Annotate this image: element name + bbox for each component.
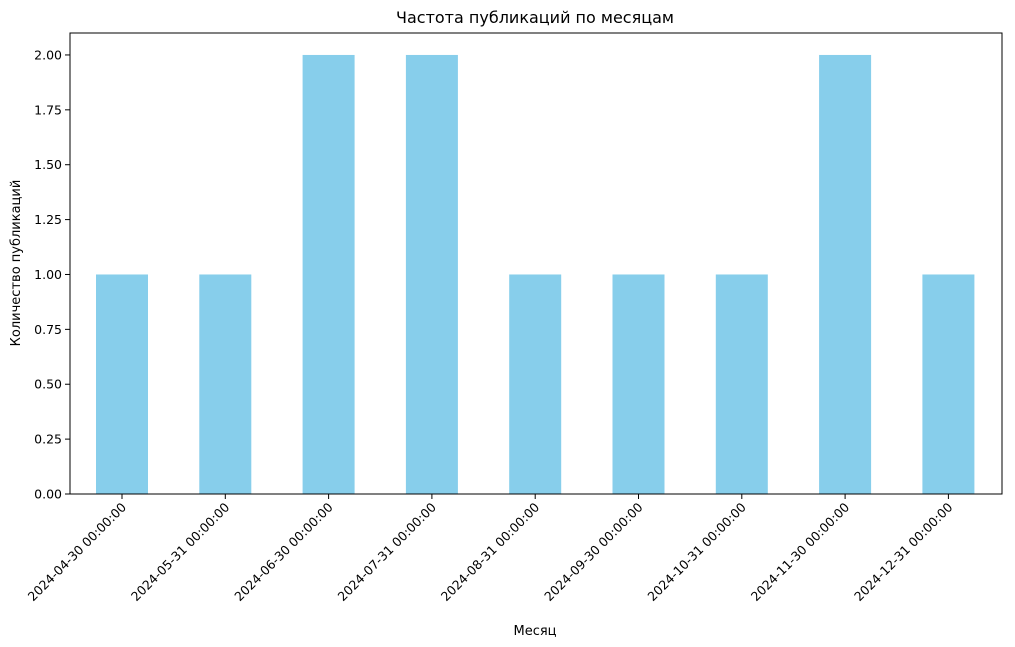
chart-title: Частота публикаций по месяцам <box>396 8 674 27</box>
y-axis-label: Количество публикаций <box>9 180 24 347</box>
x-tick-label: 2024-11-30 00:00:00 <box>748 499 853 604</box>
bar <box>509 274 562 494</box>
x-tick-label: 2024-07-31 00:00:00 <box>335 499 440 604</box>
bar <box>612 274 665 494</box>
bars-group <box>96 54 975 494</box>
y-tick-label: 0.00 <box>34 487 62 502</box>
y-axis: 0.00 0.25 0.50 0.75 1.00 1.25 1.50 1.75 2.00 <box>34 47 70 502</box>
y-tick-label: 1.75 <box>34 102 62 117</box>
x-tick-label: 2024-09-30 00:00:00 <box>541 499 646 604</box>
y-tick-label: 0.50 <box>34 377 62 392</box>
bar <box>96 274 148 494</box>
x-tick-label: 2024-04-30 00:00:00 <box>25 499 130 604</box>
y-tick-label: 0.75 <box>34 322 62 337</box>
bar <box>922 274 975 494</box>
bar <box>199 274 252 494</box>
plot-frame <box>69 32 1003 495</box>
bar <box>715 274 768 494</box>
x-tick-label: 2024-12-31 00:00:00 <box>851 499 956 604</box>
x-tick-label: 2024-05-31 00:00:00 <box>128 499 233 604</box>
y-tick-label: 0.25 <box>34 432 62 447</box>
y-tick-label: 1.50 <box>34 157 62 172</box>
bar <box>405 54 458 494</box>
bar <box>819 54 872 494</box>
y-tick-label: 1.00 <box>34 267 62 282</box>
y-tick-label: 2.00 <box>34 47 62 62</box>
bar <box>302 54 355 494</box>
x-axis-label: Месяц <box>513 624 556 639</box>
x-tick-label: 2024-08-31 00:00:00 <box>438 499 543 604</box>
y-tick-label: 1.25 <box>34 212 62 227</box>
x-tick-label: 2024-06-30 00:00:00 <box>231 499 336 604</box>
x-tick-label: 2024-10-31 00:00:00 <box>644 499 749 604</box>
